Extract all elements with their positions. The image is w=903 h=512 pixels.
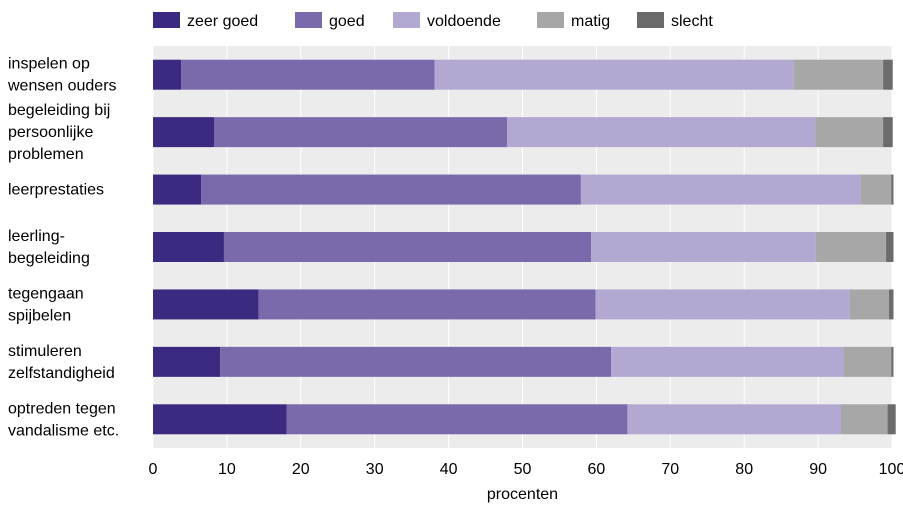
bar-segment-matig xyxy=(793,59,884,90)
x-tick-label: 10 xyxy=(218,461,236,478)
bar-segment-slecht xyxy=(887,404,896,435)
category-label-line: problemen xyxy=(8,146,84,163)
category-label-line: tegengaan xyxy=(8,285,84,302)
bar-segment-matig xyxy=(860,174,892,205)
category-label-line: wensen ouders xyxy=(7,78,117,95)
bar-segment-voldoende xyxy=(611,346,844,377)
bar-segment-slecht xyxy=(886,232,894,262)
category-label: begeleiding bij persoonlijke problemen xyxy=(8,102,110,163)
legend-label: voldoende xyxy=(427,13,501,30)
bar-segment-voldoende xyxy=(434,59,794,90)
bar-segment-slecht xyxy=(889,289,894,320)
legend-swatch xyxy=(393,12,420,28)
bar-segment-zeer-goed xyxy=(153,232,224,262)
bar-segment-zeer-goed xyxy=(153,404,287,435)
bar-segment-zeer-goed xyxy=(153,59,182,90)
bar-segment-goed xyxy=(223,232,592,262)
bar-segment-slecht xyxy=(891,346,894,377)
bar-segment-zeer-goed xyxy=(153,117,215,148)
category-label-line: begeleiding bij xyxy=(8,102,110,119)
bar-segment-zeer-goed xyxy=(153,174,202,205)
bar-segment-goed xyxy=(214,117,507,148)
legend-label: slecht xyxy=(671,13,713,30)
x-tick-label: 50 xyxy=(514,461,532,478)
legend-swatch xyxy=(537,12,564,28)
bar-segment-goed xyxy=(258,289,596,320)
bar-segments xyxy=(153,59,896,435)
bar-segment-voldoende xyxy=(627,404,842,435)
bar-segment-voldoende xyxy=(506,117,816,148)
x-tick-label: 90 xyxy=(809,461,827,478)
category-label: leerling-begeleiding xyxy=(8,228,90,267)
category-label-line: inspelen op xyxy=(8,56,90,73)
category-label-line: leerling- xyxy=(8,228,65,245)
legend-swatch xyxy=(153,12,180,28)
bar-segment-matig xyxy=(841,404,888,435)
bar-segment-zeer-goed xyxy=(153,346,221,377)
legend-label: zeer goed xyxy=(187,13,258,30)
x-tick-label: 40 xyxy=(440,461,458,478)
x-axis-title: procenten xyxy=(487,486,558,503)
category-label: leerprestaties xyxy=(8,182,104,199)
legend-swatch xyxy=(295,12,322,28)
bar-segment-zeer-goed xyxy=(153,289,259,320)
bar-segment-goed xyxy=(220,346,612,377)
category-label: inspelen op wensen ouders xyxy=(7,56,117,95)
x-tick-label: 70 xyxy=(661,461,679,478)
category-label-line: begeleiding xyxy=(8,250,90,267)
bar-segment-slecht xyxy=(883,59,893,90)
category-label-line: zelfstandigheid xyxy=(8,365,115,382)
bar-segment-goed xyxy=(286,404,628,435)
legend-label: goed xyxy=(329,13,365,30)
bar-segment-voldoende xyxy=(580,174,861,205)
x-axis-ticks: 0 10 20 30 40 50 60 70 80 90 100 xyxy=(149,461,903,478)
bar-segment-voldoende xyxy=(591,232,816,262)
legend-swatch xyxy=(637,12,664,28)
x-tick-label: 60 xyxy=(588,461,606,478)
bar-segment-voldoende xyxy=(595,289,850,320)
bar-segment-slecht xyxy=(883,117,893,148)
category-label-line: persoonlijke xyxy=(8,124,93,141)
category-label-line: leerprestaties xyxy=(8,182,104,199)
x-tick-label: 20 xyxy=(292,461,310,478)
x-tick-label: 80 xyxy=(735,461,753,478)
bar-segment-goed xyxy=(201,174,581,205)
category-label-line: vandalisme etc. xyxy=(8,422,119,439)
bar-segment-matig xyxy=(815,117,884,148)
bar-segment-slecht xyxy=(891,174,894,205)
category-label-line: stimuleren xyxy=(8,343,82,360)
category-label-line: spijbelen xyxy=(8,307,71,324)
x-tick-label: 30 xyxy=(366,461,384,478)
category-label: stimuleren zelfstandigheid xyxy=(8,343,115,382)
legend: zeer goed goed voldoende matig slecht xyxy=(153,12,713,30)
legend-label: matig xyxy=(571,13,610,30)
x-tick-label: 100 xyxy=(879,461,903,478)
bar-segment-goed xyxy=(181,59,435,90)
category-label-line: optreden tegen xyxy=(8,400,116,417)
category-labels: inspelen op wensen ouders begeleiding bij p… xyxy=(7,56,119,440)
bar-segment-matig xyxy=(843,346,892,377)
bar-segment-matig xyxy=(849,289,890,320)
category-label: tegengaan spijbelen xyxy=(8,285,84,324)
x-tick-label: 0 xyxy=(149,461,158,478)
category-label: optreden tegen vandalisme etc. xyxy=(8,400,119,439)
bar-segment-matig xyxy=(815,232,887,262)
